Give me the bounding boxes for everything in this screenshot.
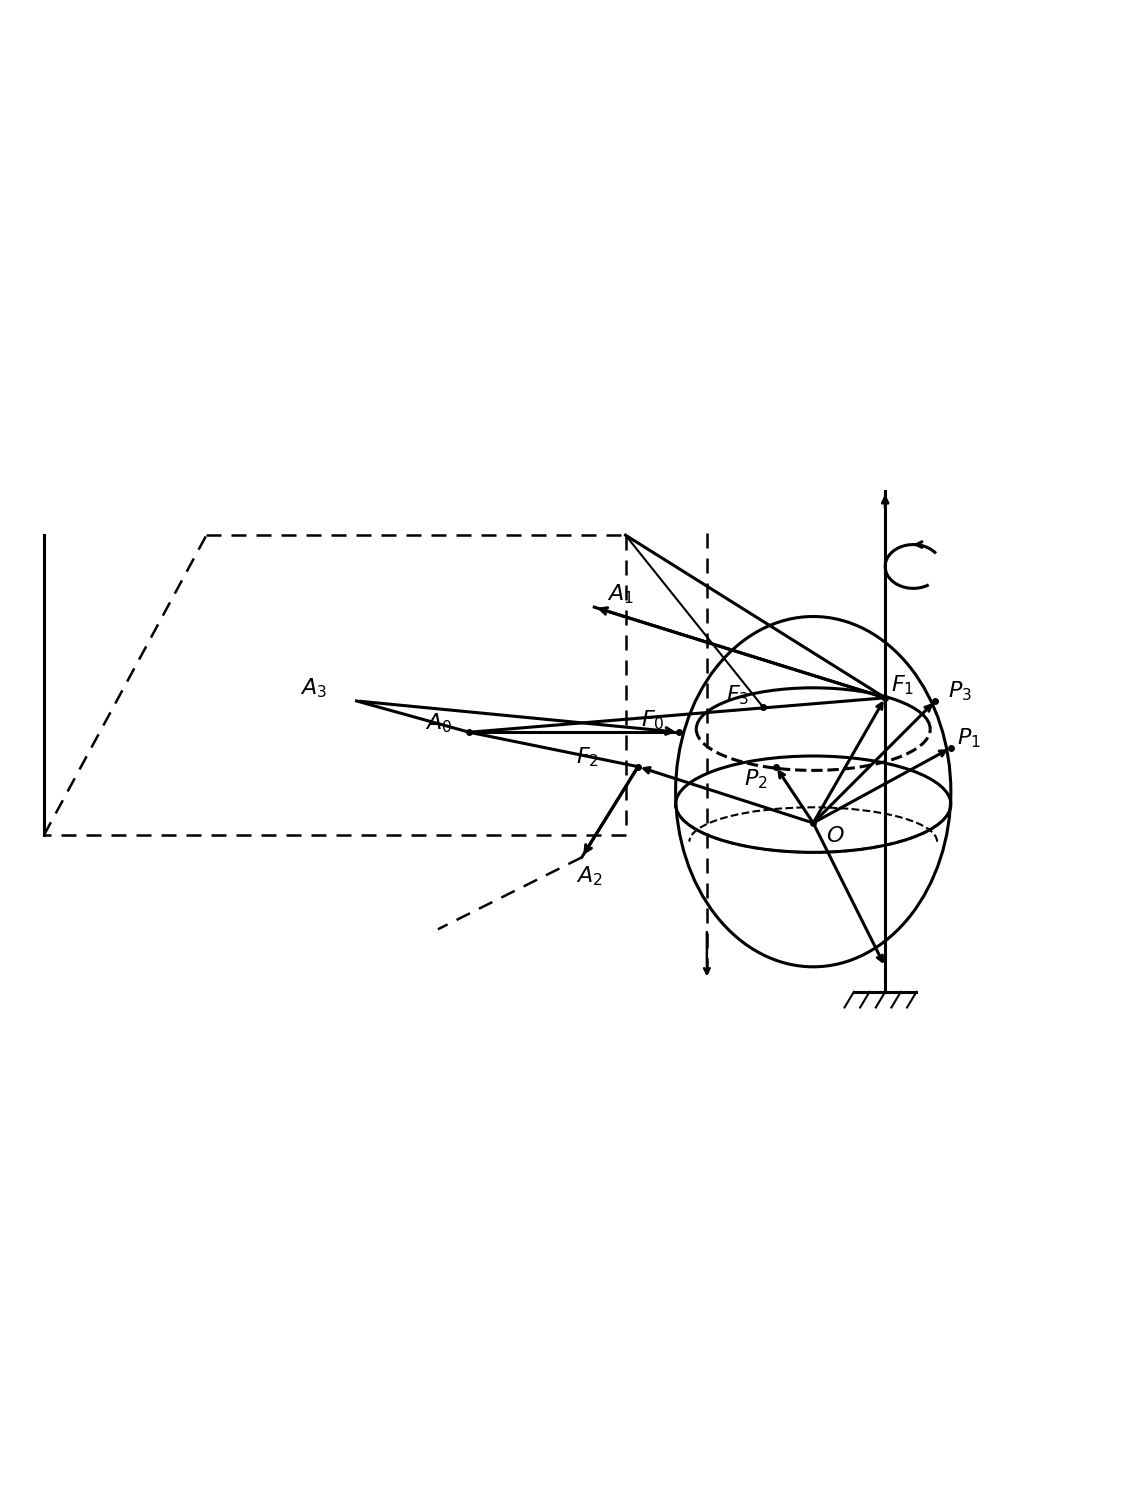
- Text: $O$: $O$: [825, 825, 844, 847]
- Text: $P_1$: $P_1$: [957, 727, 981, 751]
- Text: $F_1$: $F_1$: [892, 673, 914, 697]
- Text: $P_2$: $P_2$: [744, 768, 768, 792]
- Text: $F_0$: $F_0$: [641, 707, 664, 731]
- Text: $A_0$: $A_0$: [426, 710, 453, 734]
- Text: $F_2$: $F_2$: [575, 745, 599, 769]
- Text: $A_2$: $A_2$: [575, 864, 602, 888]
- Text: $F_3$: $F_3$: [725, 683, 749, 706]
- Text: $P_3$: $P_3$: [948, 680, 972, 703]
- Text: $A_1$: $A_1$: [607, 583, 634, 607]
- Text: $A_3$: $A_3$: [301, 677, 328, 700]
